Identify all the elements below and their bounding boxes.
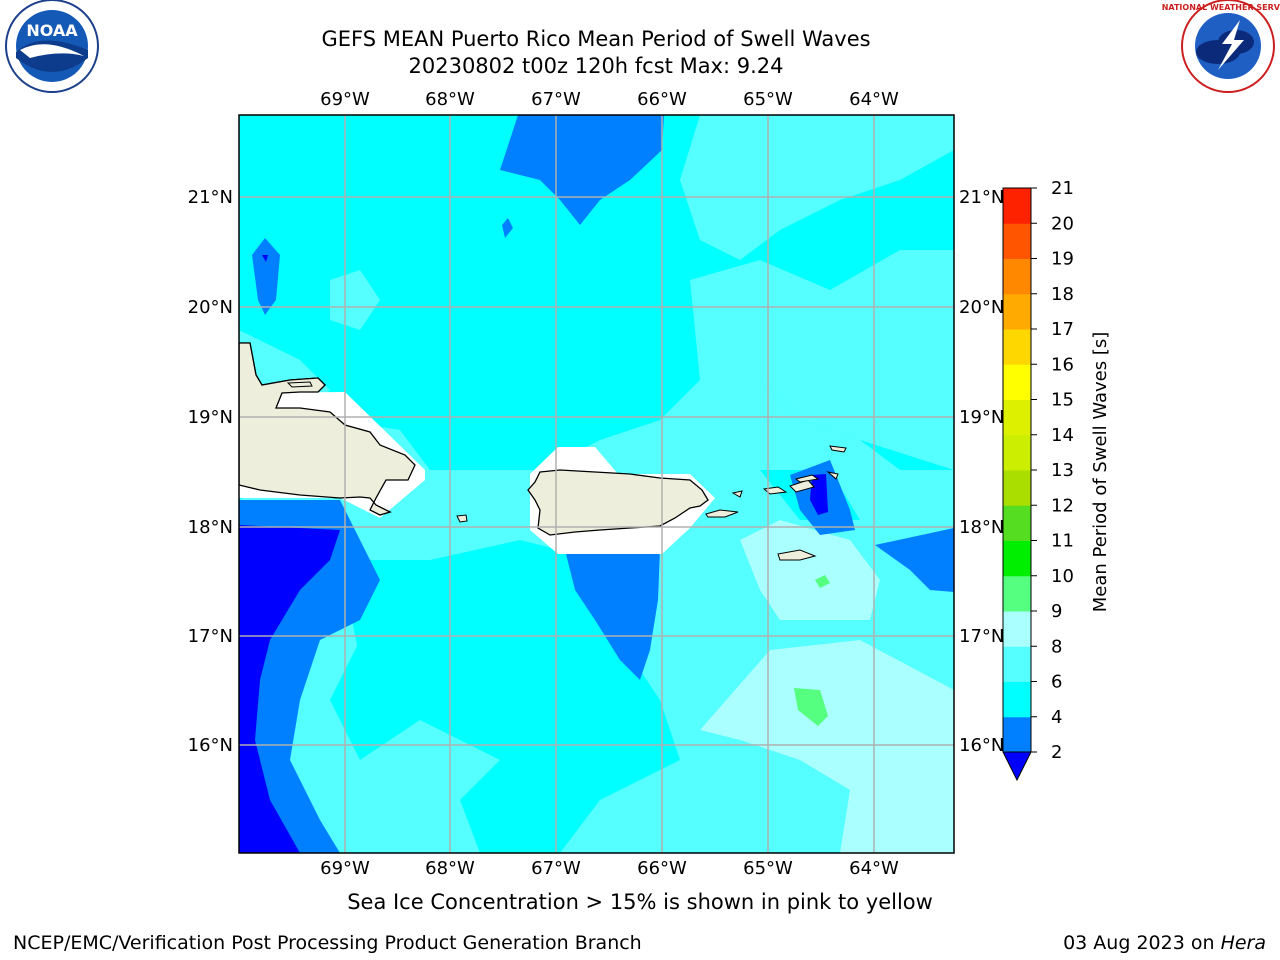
colorbar-tick-label: 17	[1051, 319, 1074, 340]
chart-title: GEFS MEAN Puerto Rico Mean Period of Swe…	[321, 27, 871, 51]
date-stamp: 03 Aug 2023 on Hera	[1063, 932, 1266, 954]
colorbar-bin	[1003, 470, 1031, 506]
colorbar-tick-label: 12	[1051, 495, 1074, 516]
colorbar-under-arrow	[1002, 751, 1032, 782]
colorbar-tick-label: 8	[1051, 636, 1062, 657]
colorbar: 2 4 6 8 9 10 11 12 13 14 15 16 17 18 19 20 21	[1002, 178, 1074, 782]
colorbar-bin	[1003, 258, 1031, 295]
lat-tick-label: 18°N	[188, 517, 233, 538]
lat-tick-label: 19°N	[959, 407, 1004, 428]
colorbar-tick-label: 4	[1051, 707, 1062, 728]
lat-tick-label: 16°N	[959, 735, 1004, 756]
colorbar-bin	[1003, 505, 1031, 541]
graticule	[239, 115, 954, 853]
colorbar-tick-label: 13	[1051, 460, 1074, 481]
lon-tick-label: 64°W	[849, 89, 899, 110]
lon-tick-label: 66°W	[637, 858, 687, 879]
colorbar-bin	[1003, 188, 1031, 224]
colorbar-tick-label: 18	[1051, 284, 1074, 305]
colorbar-tick-label: 20	[1051, 213, 1074, 234]
colorbar-bin	[1003, 611, 1031, 647]
colorbar-label: Mean Period of Swell Waves [s]	[1090, 332, 1111, 613]
colorbar-bin	[1003, 681, 1031, 718]
colorbar-bin	[1003, 399, 1031, 436]
colorbar-bin	[1003, 575, 1031, 612]
lat-tick-label: 20°N	[959, 297, 1004, 318]
lat-tick-label: 17°N	[188, 626, 233, 647]
colorbar-bin	[1003, 434, 1031, 471]
colorbar-tick-label: 19	[1051, 249, 1074, 270]
lon-tick-label: 69°W	[320, 858, 370, 879]
lon-tick-label: 67°W	[531, 89, 581, 110]
colorbar-tick-label: 2	[1051, 742, 1062, 763]
lat-tick-label: 20°N	[188, 297, 233, 318]
lon-tick-label: 68°W	[425, 858, 475, 879]
colorbar-bin	[1003, 293, 1031, 330]
colorbar-tick-label: 15	[1051, 390, 1074, 411]
lon-tick-label: 65°W	[743, 89, 793, 110]
lon-tick-label: 67°W	[531, 858, 581, 879]
credit-line: NCEP/EMC/Verification Post Processing Pr…	[13, 932, 642, 954]
colorbar-tick-label: 11	[1051, 531, 1074, 552]
lat-tick-label: 21°N	[959, 187, 1004, 208]
colorbar-tick-label: 10	[1051, 566, 1074, 587]
lon-tick-label: 68°W	[425, 89, 475, 110]
lat-tick-label: 21°N	[188, 187, 233, 208]
nws-logo: NATIONAL WEATHER SERVICE	[1162, 0, 1280, 93]
lon-tick-label: 65°W	[743, 858, 793, 879]
lon-tick-label: 69°W	[320, 89, 370, 110]
machine-name: Hera	[1220, 932, 1266, 954]
colorbar-bin	[1003, 540, 1031, 577]
swell-period-field	[239, 115, 954, 853]
lat-tick-label: 16°N	[188, 735, 233, 756]
lon-tick-label: 64°W	[849, 858, 899, 879]
colorbar-tick-label: 6	[1051, 672, 1062, 693]
colorbar-bin	[1003, 716, 1031, 753]
lat-tick-label: 18°N	[959, 517, 1004, 538]
colorbar-bin	[1003, 646, 1031, 682]
lon-tick-label: 66°W	[637, 89, 687, 110]
lat-tick-label: 19°N	[188, 407, 233, 428]
chart-subtitle: 20230802 t00z 120h fcst Max: 9.24	[408, 54, 784, 78]
colorbar-bin	[1003, 329, 1031, 365]
colorbar-bin	[1003, 364, 1031, 400]
map-frame	[238, 114, 955, 854]
nws-logo-text: NATIONAL WEATHER SERVICE	[1162, 3, 1280, 12]
colorbar-tick-label: 21	[1051, 178, 1074, 199]
colorbar-tick-label: 14	[1051, 425, 1074, 446]
date-text: 03 Aug 2023 on	[1063, 932, 1221, 954]
noaa-logo: NOAA	[5, 0, 99, 93]
colorbar-bin	[1003, 223, 1031, 259]
lat-tick-label: 17°N	[959, 626, 1004, 647]
colorbar-tick-label: 9	[1051, 601, 1062, 622]
noaa-logo-text: NOAA	[26, 21, 78, 40]
caption: Sea Ice Concentration > 15% is shown in …	[347, 890, 933, 914]
colorbar-tick-label: 16	[1051, 354, 1074, 375]
